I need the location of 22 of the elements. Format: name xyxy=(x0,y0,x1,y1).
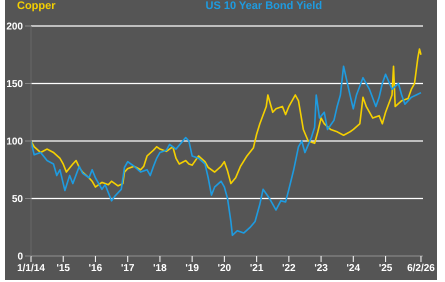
y-tick-label: 150 xyxy=(6,79,24,90)
y-tick-label: 50 xyxy=(12,194,24,206)
x-tick-label: '17 xyxy=(120,263,135,274)
x-tick-label: '20 xyxy=(218,263,232,274)
y-tick-label: 0 xyxy=(17,252,24,263)
text: Copper xyxy=(17,0,56,12)
x-tick-label: '24 xyxy=(346,263,360,274)
x-tick-label: '23 xyxy=(314,263,328,274)
x-tick-label: 6/2/26 xyxy=(407,263,436,274)
line-series xyxy=(31,65,422,236)
y-tick-label: 100 xyxy=(6,136,24,148)
x-tick-label: '15 xyxy=(56,263,70,274)
x-tick-label: '18 xyxy=(153,263,168,274)
x-tick-label: 1/1/14 xyxy=(17,263,46,274)
x-tick-label: '16 xyxy=(88,263,103,274)
x-tick-label: '22 xyxy=(282,263,296,274)
x-tick-label: '21 xyxy=(250,263,264,274)
text: US 10 Year Bond Yield xyxy=(206,0,322,12)
y-tick-label: 200 xyxy=(6,22,24,33)
x-tick-label: '19 xyxy=(185,263,200,274)
x-tick-label: '25 xyxy=(378,263,393,274)
line-series xyxy=(31,48,422,188)
